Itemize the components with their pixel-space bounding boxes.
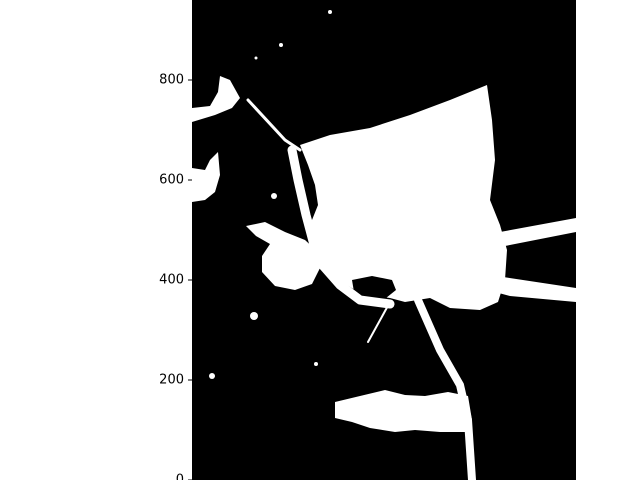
mask-hole [352,276,396,298]
y-tick-label: 400 [159,273,184,288]
mask-strand-lower [414,296,476,480]
mask-region-right-upper-arm [500,218,576,246]
mask-region-top-left [192,76,240,122]
mask-speck [279,43,283,47]
y-axis: 0 200 400 600 800 [159,73,192,480]
mask-region-lower-blob [335,390,472,432]
mask-region-central-blob [300,85,507,310]
mask-speck [314,362,318,366]
y-tick-label: 200 [159,373,184,388]
mask-strand-small [367,301,391,343]
mask-region-right-lower-arm [490,275,576,302]
mask-speck [271,193,277,199]
mask-speck [328,10,332,14]
mask-region-left-blob [246,222,320,290]
mask-region-left-edge [192,152,220,202]
y-tick-label: 600 [159,173,184,188]
mask-speck [250,312,258,320]
y-tick-label: 800 [159,73,184,88]
image-plot-area [192,0,576,480]
mask-strand-diagonal [287,145,395,309]
y-tick-label: 0 [176,473,184,480]
mask-foreground [192,10,576,480]
mask-speck [254,56,258,60]
mask-speck [209,373,215,379]
